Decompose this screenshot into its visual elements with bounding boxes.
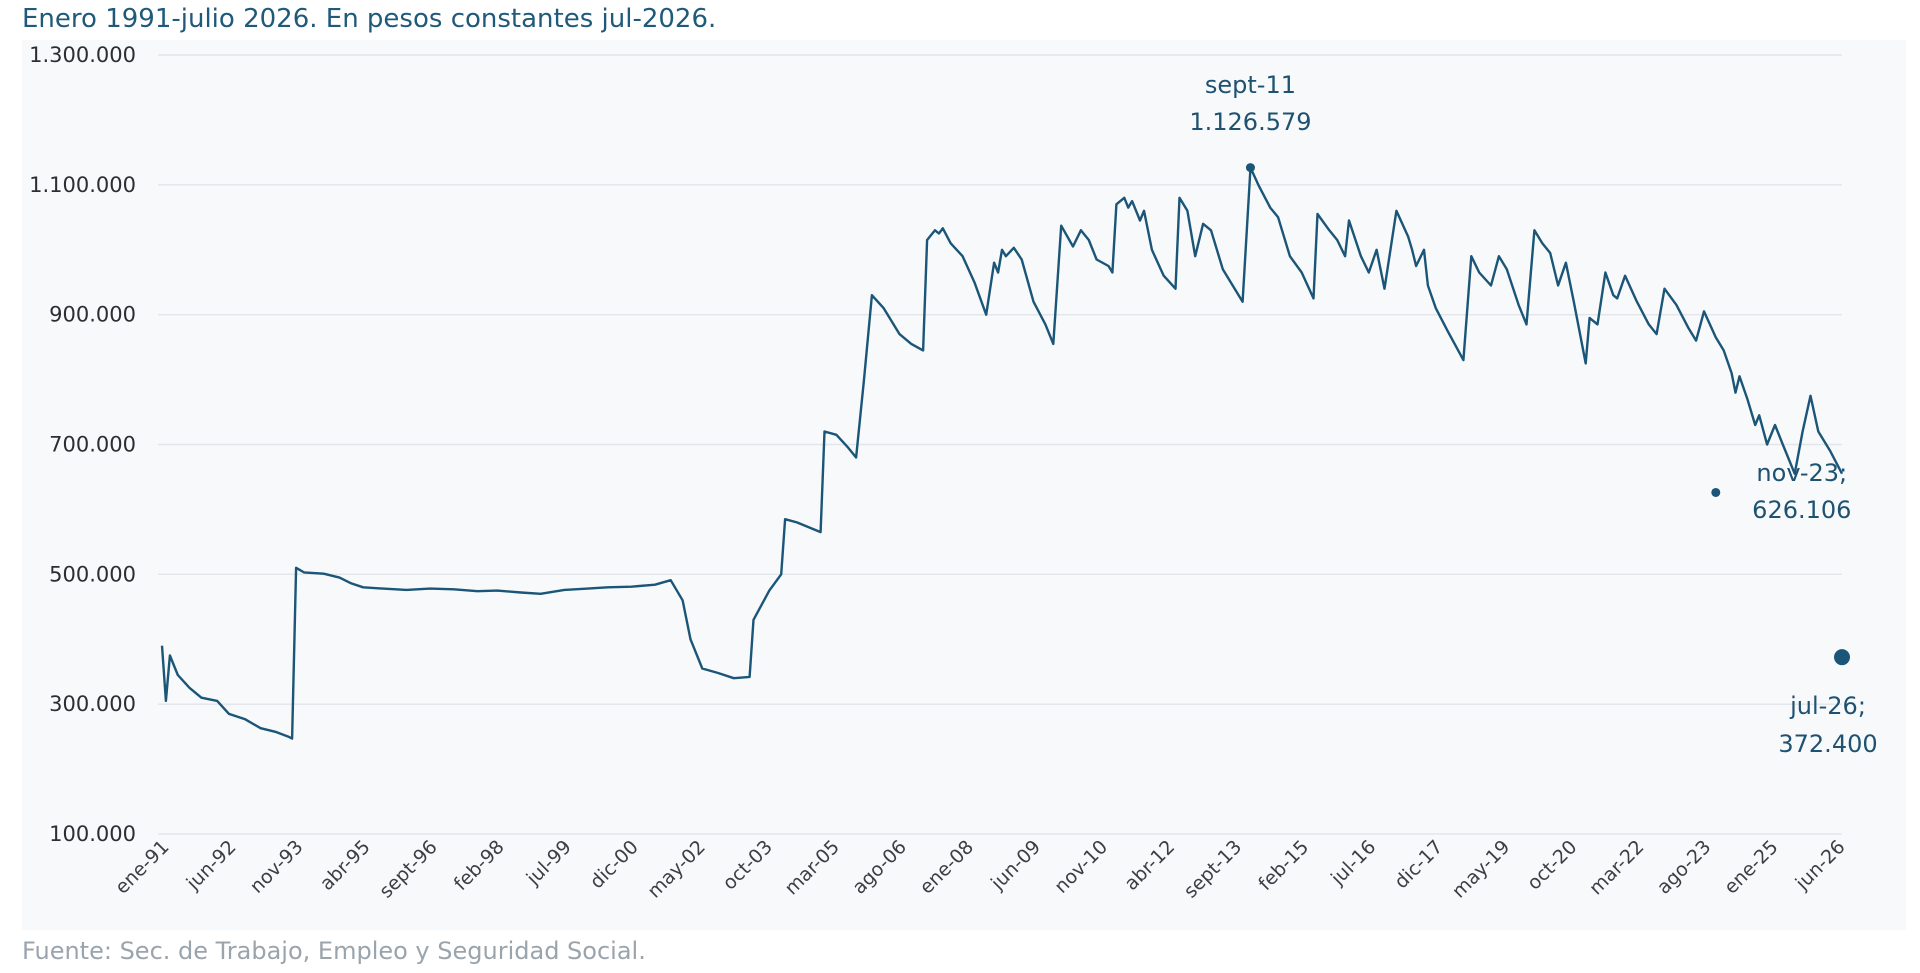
x-tick-label: dic-00 xyxy=(586,836,643,893)
x-tick-label: sept-96 xyxy=(375,836,442,903)
annotation-label: sept-11 xyxy=(1205,71,1296,99)
y-tick-label: 500.000 xyxy=(49,562,136,586)
x-tick-label: ago-23 xyxy=(1653,836,1716,899)
x-tick-label: ene-25 xyxy=(1720,836,1783,899)
x-tick-label: sept-13 xyxy=(1180,836,1247,903)
data-point-marker xyxy=(1711,487,1721,497)
x-tick-label: abr-12 xyxy=(1120,836,1179,895)
x-tick-label: may-19 xyxy=(1448,836,1515,903)
annotation-value: 626.106 xyxy=(1752,496,1851,524)
x-tick-label: may-02 xyxy=(643,836,710,903)
x-tick-label: ene-08 xyxy=(915,836,978,899)
x-tick-label: ago-06 xyxy=(848,836,911,899)
x-tick-label: oct-20 xyxy=(1523,836,1581,894)
source-note: Fuente: Sec. de Trabajo, Empleo y Seguri… xyxy=(22,937,646,965)
chart-subtitle: Enero 1991-julio 2026. En pesos constant… xyxy=(22,4,717,34)
data-point-marker xyxy=(1245,163,1255,173)
y-tick-label: 1.300.000 xyxy=(29,43,136,67)
x-tick-label: mar-05 xyxy=(780,836,843,899)
x-tick-label: nov-93 xyxy=(246,836,308,898)
data-point-marker xyxy=(1834,649,1850,666)
x-tick-label: oct-03 xyxy=(719,836,777,894)
x-tick-label: mar-22 xyxy=(1585,836,1648,899)
x-tick-label: feb-98 xyxy=(450,836,509,895)
chart-panel xyxy=(22,40,1906,930)
y-tick-label: 300.000 xyxy=(49,692,136,716)
y-tick-label: 1.100.000 xyxy=(29,173,136,197)
x-tick-label: nov-10 xyxy=(1050,836,1112,898)
x-tick-label: jul-99 xyxy=(522,836,576,890)
x-tick-label: jun-26 xyxy=(1791,836,1850,895)
x-tick-label: jun-92 xyxy=(182,836,241,895)
y-tick-label: 100.000 xyxy=(49,822,136,846)
annotation-label: nov-23; xyxy=(1756,459,1847,487)
annotation-value: 372.400 xyxy=(1778,730,1877,758)
y-tick-label: 700.000 xyxy=(49,433,136,457)
x-tick-label: abr-95 xyxy=(316,836,375,895)
x-tick-label: jul-16 xyxy=(1326,836,1380,890)
x-tick-label: jun-09 xyxy=(986,836,1045,895)
x-tick-label: dic-17 xyxy=(1390,836,1447,893)
annotation-value: 1.126.579 xyxy=(1189,108,1311,136)
annotation-label: jul-26; xyxy=(1789,692,1866,720)
y-tick-label: 900.000 xyxy=(49,303,136,327)
series-line xyxy=(160,166,1844,740)
x-tick-label: feb-15 xyxy=(1254,836,1313,895)
